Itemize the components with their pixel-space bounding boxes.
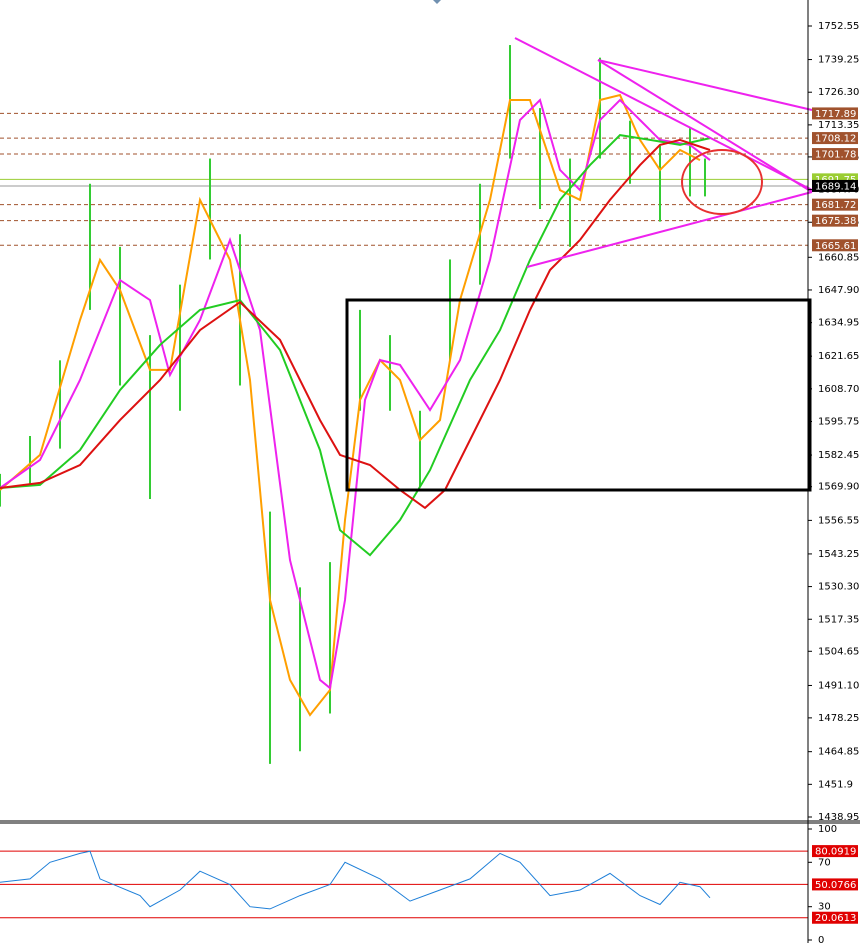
annotations (345, 0, 813, 492)
level-label: 1708.12 (815, 134, 856, 145)
y-tick-label: 0 (818, 935, 824, 943)
y-tick-label: 1739.25 (818, 55, 859, 66)
y-tick-label: 1478.25 (818, 713, 859, 724)
trend-line (597, 59, 813, 111)
level-label-bg (812, 911, 858, 924)
level-label: 1675.38 (815, 216, 856, 227)
circle-annotation (681, 149, 763, 215)
indicator-line (0, 850, 711, 910)
y-tick-label: 100 (818, 824, 837, 835)
y-tick-label: 1543.25 (818, 549, 859, 560)
level-label: 1717.89 (815, 109, 856, 120)
y-tick-label: 1582.45 (818, 450, 859, 461)
level-label-bg (812, 214, 858, 227)
trend-line (526, 191, 813, 268)
y-tick-label: 1504.65 (818, 646, 859, 657)
y-tick-label: 1569.90 (818, 482, 859, 493)
y-tick-label: 1660.85 (818, 252, 859, 263)
level-label: 50.0766 (815, 880, 856, 891)
y-tick-label: 1556.55 (818, 515, 859, 526)
y-tick-label: 70 (818, 857, 831, 868)
y-tick-label: 1621.65 (818, 351, 859, 362)
y-tick-label: 1530.30 (818, 582, 859, 593)
level-label-bg (812, 198, 858, 211)
y-tick-label: 1451.9 (818, 779, 853, 790)
level-label-bg (812, 179, 858, 192)
y-tick-label: 1491.10 (818, 680, 859, 691)
box-annotation (345, 298, 812, 492)
level-label-bg (812, 107, 858, 120)
level-label-bg (812, 845, 858, 858)
level-label-bg (812, 148, 858, 161)
marker (433, 0, 441, 4)
y-tick-label: 1752.55 (818, 21, 859, 32)
level-label: 80.0919 (815, 847, 856, 858)
indicator-line (0, 138, 711, 510)
level-label: 1701.78 (815, 150, 856, 161)
trend-line (514, 37, 813, 191)
y-tick-label: 1517.35 (818, 614, 859, 625)
y-tick-label: 1595.75 (818, 417, 859, 428)
level-label-bg (812, 239, 858, 252)
y-tick-label: 1647.90 (818, 285, 859, 296)
indicator-line (0, 98, 711, 690)
y-tick-label: 30 (818, 902, 831, 913)
y-tick-label: 1464.85 (818, 747, 859, 758)
y-tick-label: 1634.95 (818, 318, 859, 329)
level-label: 1665.61 (815, 241, 856, 252)
level-label: 1681.72 (815, 200, 856, 211)
trend-line (597, 59, 813, 193)
level-label: 1689.14 (815, 181, 856, 192)
indicator-line (0, 93, 701, 717)
y-tick-label: 1438.95 (818, 812, 859, 823)
level-label-bg (812, 878, 858, 891)
level-label-bg (812, 132, 858, 145)
y-tick-label: 1713.35 (818, 120, 859, 131)
y-tick-label: 1726.30 (818, 87, 859, 98)
level-label: 20.0613 (815, 913, 856, 924)
y-tick-label: 1608.70 (818, 384, 859, 395)
indicator-line (0, 134, 711, 557)
